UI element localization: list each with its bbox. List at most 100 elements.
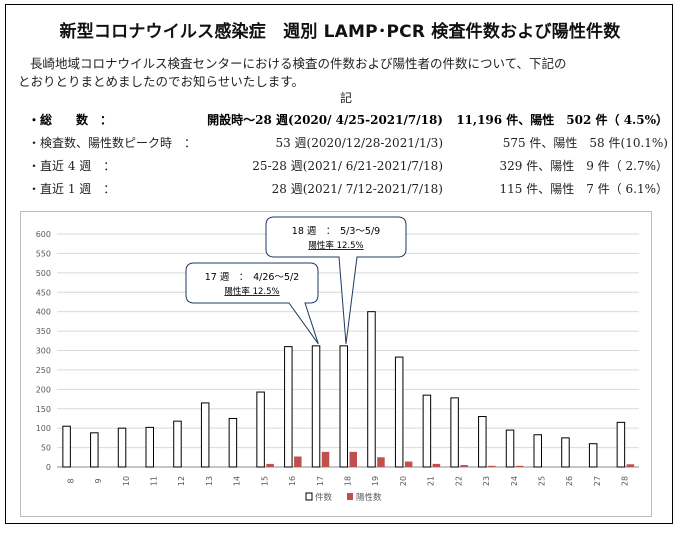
x-tick-label: 10 bbox=[122, 476, 131, 486]
bar-count bbox=[339, 345, 348, 468]
x-tick-label: 25 bbox=[538, 476, 547, 486]
bar-count bbox=[450, 397, 459, 468]
intro-text: 長崎地域コロナウイルス検査センターにおける検査の件数および陽性者の件数について、… bbox=[18, 55, 658, 91]
callout-week-text: 18 週 ： 5/3～5/9 bbox=[292, 225, 380, 237]
bar-positive bbox=[266, 463, 274, 467]
y-tick-label: 250 bbox=[36, 366, 51, 375]
bar-positive bbox=[432, 463, 441, 467]
y-tick-label: 150 bbox=[36, 405, 51, 414]
bar-positive bbox=[515, 465, 524, 467]
bar-count bbox=[561, 437, 570, 468]
bar-count bbox=[200, 402, 210, 468]
y-tick-label: 500 bbox=[36, 269, 51, 278]
bar-count bbox=[256, 391, 265, 468]
bar-positive bbox=[404, 461, 413, 467]
legend-label-positive: 陽性数 bbox=[356, 492, 382, 503]
y-tick-label: 350 bbox=[36, 327, 51, 336]
legend-swatch-count bbox=[305, 492, 313, 501]
callout-box: 17 週 ： 4/26～5/2 陽性率 12.5% bbox=[185, 262, 319, 345]
x-tick-label: 20 bbox=[399, 476, 408, 486]
y-tick-label: 450 bbox=[36, 288, 51, 297]
chart-callouts: 17 週 ： 4/26～5/2 陽性率 12.5% 18 週 ： 5/3～5/9 陽性… bbox=[185, 216, 407, 345]
summary-period: 28 週(2021/ 7/12-2021/7/18) bbox=[271, 182, 443, 196]
y-tick-label: 200 bbox=[36, 385, 51, 394]
bar-positive bbox=[460, 465, 468, 467]
x-tick-label: 9 bbox=[94, 478, 103, 483]
summary-period: 開設時～28 週(2020/ 4/25-2021/7/18) bbox=[207, 113, 443, 127]
bar-positive bbox=[488, 465, 496, 467]
x-tick-label: 15 bbox=[260, 476, 269, 486]
y-tick-label: 550 bbox=[36, 249, 51, 258]
summary-result: 11,196 件、陽性 502 件（ 4.5%） bbox=[456, 113, 668, 127]
summary-row: ・検査数、陽性数ピーク時 ： 53 週(2020/12/28-2021/1/3)… bbox=[28, 134, 668, 157]
legend-label-count: 件数 bbox=[315, 492, 333, 503]
intro-line-1: 長崎地域コロナウイルス検査センターにおける検査の件数および陽性者の件数について、… bbox=[30, 56, 567, 71]
x-tick-label: 28 bbox=[621, 476, 630, 486]
bar-count bbox=[505, 429, 515, 468]
summary-result: 329 件、陽性 9 件（ 2.7%） bbox=[499, 159, 668, 173]
x-tick-label: 23 bbox=[482, 476, 491, 486]
bar-count bbox=[145, 426, 154, 468]
bar-positive bbox=[294, 456, 302, 467]
bar-count bbox=[588, 443, 598, 468]
x-tick-label: 22 bbox=[454, 476, 463, 486]
y-axis: 0 50 100 150 200 250 300 350 400 450 500 550 600 bbox=[36, 230, 51, 472]
x-tick-label: 27 bbox=[593, 476, 602, 486]
y-tick-label: 50 bbox=[41, 444, 51, 453]
chart-bars bbox=[62, 311, 635, 468]
x-axis: 8 9 10 11 12 13 14 15 16 17 18 19 20 21 22 23 24 25 26 27 28 bbox=[66, 476, 629, 486]
x-tick-label: 16 bbox=[288, 476, 297, 486]
bar-count bbox=[173, 420, 182, 468]
x-tick-label: 24 bbox=[510, 476, 519, 486]
callout-rate-text: 陽性率 12.5% bbox=[308, 240, 363, 251]
summary-row: ・直近 4 週 ： 25-28 週(2021/ 6/21-2021/7/18) … bbox=[28, 157, 668, 180]
y-tick-label: 300 bbox=[36, 347, 51, 356]
y-tick-label: 400 bbox=[36, 308, 51, 317]
weekly-test-chart: 0 50 100 150 200 250 300 350 400 450 500 550 600 8 9 1… bbox=[36, 216, 639, 503]
x-tick-label: 14 bbox=[233, 476, 242, 486]
callout-week-text: 17 週 ： 4/26～5/2 bbox=[205, 271, 299, 283]
bar-count bbox=[62, 425, 71, 468]
x-tick-label: 17 bbox=[316, 476, 325, 486]
intro-line-2: とおりとりまとめましたのでお知らせいたします。 bbox=[18, 74, 305, 89]
summary-period: 53 週(2020/12/28-2021/1/3) bbox=[275, 136, 443, 150]
chart-legend: 件数 陽性数 bbox=[305, 492, 382, 503]
bar-positive bbox=[626, 464, 635, 467]
bar-count bbox=[422, 394, 432, 468]
y-tick-label: 0 bbox=[46, 463, 51, 472]
callout-shape bbox=[185, 262, 319, 345]
bar-count bbox=[616, 421, 626, 468]
y-tick-label: 600 bbox=[36, 230, 51, 239]
page-title: 新型コロナウイルス感染症 週別 LAMP･PCR 検査件数および陽性件数 bbox=[59, 22, 621, 42]
y-tick-label: 100 bbox=[36, 424, 51, 433]
summary-row: ・総 数 ： 開設時～28 週(2020/ 4/25-2021/7/18) 11… bbox=[28, 111, 668, 134]
summary-label: ・直近 4 週 ： bbox=[28, 159, 116, 173]
summary-result: 575 件、陽性 58 件(10.1%) bbox=[502, 136, 668, 150]
summary-result: 115 件、陽性 7 件（ 6.1%） bbox=[499, 182, 668, 196]
bar-positive bbox=[321, 451, 330, 467]
bar-count bbox=[533, 434, 542, 468]
report-frame: 新型コロナウイルス感染症 週別 LAMP･PCR 検査件数および陽性件数 長崎地… bbox=[5, 4, 673, 524]
callout-box: 18 週 ： 5/3～5/9 陽性率 12.5% bbox=[265, 216, 407, 344]
x-tick-label: 11 bbox=[150, 476, 159, 486]
bar-positive bbox=[349, 451, 357, 467]
x-tick-label: 8 bbox=[66, 478, 75, 483]
x-tick-label: 13 bbox=[205, 476, 214, 486]
bar-count bbox=[90, 432, 99, 468]
chart-container: 0 50 100 150 200 250 300 350 400 450 500 550 600 8 9 1… bbox=[20, 211, 652, 517]
summary-label: ・直近 1 週 ： bbox=[28, 182, 116, 196]
summary-label: ・検査数、陽性数ピーク時 ： bbox=[28, 136, 197, 150]
bar-positive bbox=[377, 457, 385, 467]
bar-count bbox=[228, 417, 238, 468]
x-tick-label: 21 bbox=[427, 476, 436, 486]
summary-row: ・直近 1 週 ： 28 週(2021/ 7/12-2021/7/18) 115… bbox=[28, 180, 668, 203]
bar-count bbox=[367, 311, 376, 468]
bar-count bbox=[284, 346, 293, 468]
x-tick-label: 19 bbox=[371, 476, 380, 486]
bar-count bbox=[117, 427, 127, 468]
ki-heading: 記 bbox=[339, 91, 352, 105]
summary-label: ・総 数 ： bbox=[28, 113, 113, 127]
callout-shape bbox=[265, 216, 407, 344]
x-tick-label: 18 bbox=[344, 476, 353, 486]
summary-period: 25-28 週(2021/ 6/21-2021/7/18) bbox=[252, 159, 443, 173]
